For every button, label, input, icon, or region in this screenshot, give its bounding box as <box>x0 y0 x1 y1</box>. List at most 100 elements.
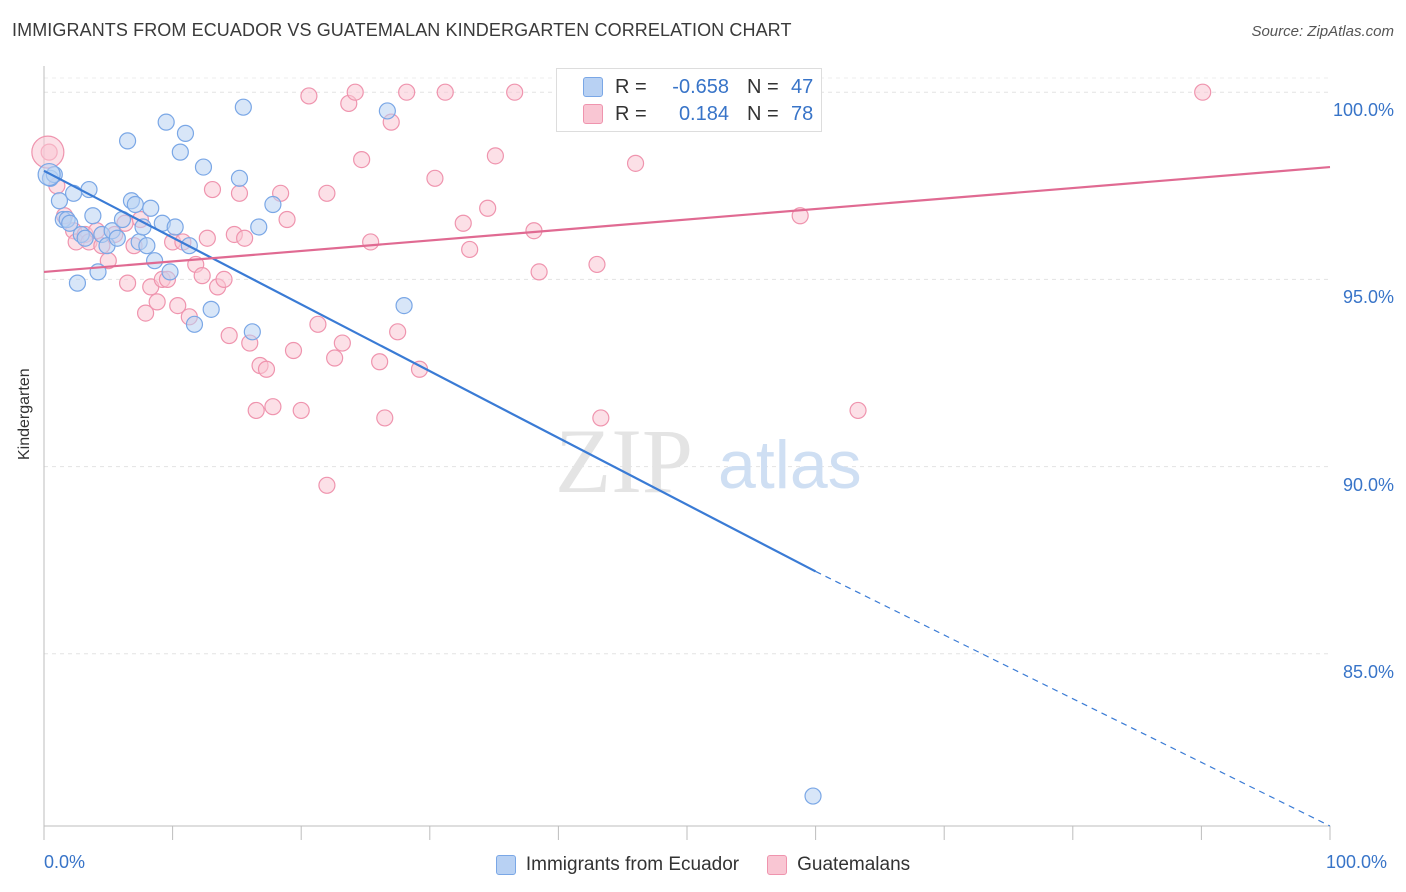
data-point <box>198 229 216 247</box>
series-ecuador-points <box>37 98 822 805</box>
legend-label-ecuador: Immigrants from Ecuador <box>525 854 740 875</box>
legend-row-ecuador: R = -0.658 N = 47 <box>583 74 813 100</box>
data-point <box>284 341 303 360</box>
source-label: Source: ZipAtlas.com <box>1251 23 1394 40</box>
data-point <box>68 274 87 292</box>
data-point <box>220 326 238 345</box>
legend-item-ecuador[interactable]: Immigrants from Ecuador <box>495 854 740 876</box>
data-point <box>346 83 364 101</box>
data-point <box>506 83 524 101</box>
data-point <box>257 360 276 378</box>
watermark-atlas: atlas <box>718 427 862 503</box>
y-tick-label: 90.0% <box>1342 474 1394 495</box>
data-point <box>395 297 413 315</box>
data-point <box>436 83 454 101</box>
data-point <box>300 87 318 105</box>
x-tick-label-min: 0.0% <box>44 852 86 872</box>
data-point <box>530 263 548 281</box>
stats-legend: R = -0.658 N = 47 R = 0.184 N = 78 <box>556 68 822 132</box>
legend-n-label: N = <box>747 102 779 125</box>
data-point <box>326 349 344 367</box>
data-point <box>461 240 479 259</box>
data-point <box>389 323 407 341</box>
data-point <box>166 218 184 236</box>
data-point <box>426 169 444 187</box>
data-point <box>126 195 144 214</box>
data-point <box>161 263 179 281</box>
data-point <box>371 353 389 371</box>
data-point <box>50 192 69 210</box>
legend-swatch-blue <box>583 77 603 97</box>
data-point <box>376 409 394 427</box>
data-point <box>194 158 213 176</box>
legend-r-label: R = <box>615 102 647 125</box>
data-point <box>791 207 809 225</box>
data-point <box>398 83 416 101</box>
legend-swatch-blue <box>495 855 516 875</box>
gridlines <box>44 77 1330 655</box>
data-point <box>215 270 233 288</box>
data-point <box>145 252 164 270</box>
data-point <box>176 124 195 142</box>
trend-line-ecuador-extrapolated <box>815 570 1331 827</box>
data-point <box>486 147 504 165</box>
data-point <box>202 300 220 318</box>
data-point <box>236 229 254 247</box>
data-point <box>362 233 380 251</box>
data-point <box>479 199 497 217</box>
data-point <box>264 398 282 416</box>
legend-n-value: 78 <box>791 102 814 125</box>
trend-line-guatemalans <box>43 165 1331 274</box>
data-point <box>171 143 189 161</box>
series-guatemalans-points <box>31 83 1212 494</box>
data-point <box>230 169 249 187</box>
data-point <box>138 237 156 255</box>
legend-swatch-pink <box>767 855 788 875</box>
data-point <box>148 293 166 311</box>
data-point <box>1194 83 1212 101</box>
legend-n-label: N = <box>747 75 779 98</box>
data-point <box>333 334 351 352</box>
data-point <box>353 150 371 169</box>
data-point <box>118 274 137 292</box>
data-point <box>230 184 249 202</box>
data-point <box>454 214 472 232</box>
data-point <box>378 102 396 120</box>
data-point <box>118 132 137 150</box>
trend-lines <box>43 165 1331 827</box>
y-tick-label: 95.0% <box>1342 287 1394 308</box>
y-axis-label: Kindergarten <box>16 368 33 460</box>
data-point <box>318 184 336 202</box>
data-point <box>234 98 252 116</box>
data-point <box>157 113 175 131</box>
data-point <box>309 315 327 333</box>
data-point <box>136 304 155 322</box>
data-point <box>318 476 336 494</box>
legend-swatch-pink <box>583 104 603 124</box>
data-point <box>185 315 204 333</box>
legend-label-guatemalans: Guatemalans <box>797 854 911 875</box>
data-point <box>203 180 222 199</box>
data-point <box>849 401 867 420</box>
chart-title: IMMIGRANTS FROM ECUADOR VS GUATEMALAN KI… <box>12 20 792 40</box>
data-point <box>142 199 160 217</box>
legend-item-guatemalans[interactable]: Guatemalans <box>767 854 910 876</box>
data-point <box>292 401 310 420</box>
y-tick-label: 85.0% <box>1342 661 1394 682</box>
data-point <box>76 229 94 247</box>
data-point <box>278 210 296 229</box>
data-point <box>264 195 282 214</box>
legend-r-label: R = <box>615 75 647 98</box>
legend-n-value: 47 <box>791 75 814 98</box>
data-point <box>626 154 645 172</box>
x-tick-label-max: 100.0% <box>1326 852 1388 872</box>
data-point <box>169 297 187 315</box>
legend-r-value: 0.184 <box>678 102 729 125</box>
data-point <box>243 323 261 341</box>
data-point <box>247 401 265 420</box>
legend-r-value: -0.658 <box>672 75 729 98</box>
data-point <box>61 214 79 232</box>
data-point <box>804 787 822 805</box>
data-point <box>588 255 606 274</box>
